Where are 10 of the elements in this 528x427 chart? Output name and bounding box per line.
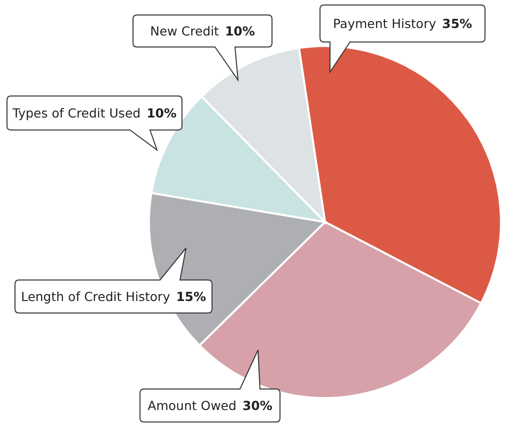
data-label: 10% xyxy=(224,24,256,38)
data-label: 30% xyxy=(242,398,273,413)
slice-label: Amount Owed xyxy=(148,398,236,413)
slice-label: New Credit xyxy=(150,24,219,38)
slice-label: Payment History xyxy=(332,16,436,31)
data-label: 10% xyxy=(146,106,177,120)
slice-label: Types of Credit Used xyxy=(12,106,141,120)
slice-label: Length of Credit History xyxy=(20,289,170,304)
data-label: 35% xyxy=(442,16,473,31)
data-label: 15% xyxy=(176,289,207,304)
